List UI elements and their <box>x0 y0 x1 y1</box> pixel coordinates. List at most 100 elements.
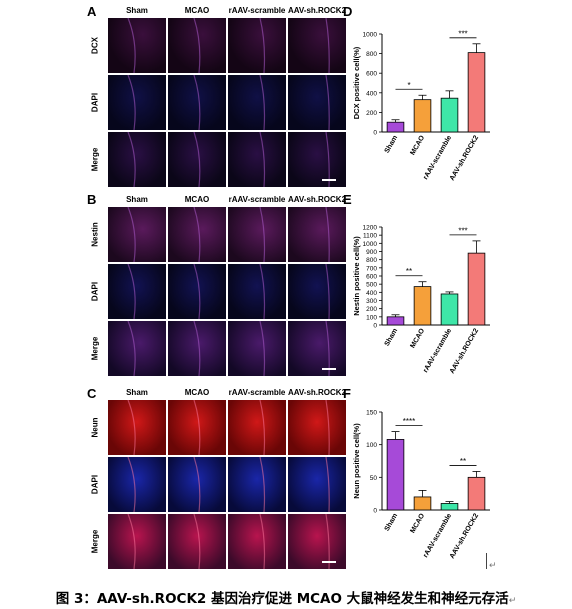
chart-f-neun: 0 50 100 150 Neun positive cell(%) Sham MCAOrA… <box>352 410 490 560</box>
micrograph-tile <box>228 400 286 455</box>
micrograph-tile <box>288 321 346 376</box>
y-tick-label: 400 <box>366 90 377 97</box>
panel-letter-d: D <box>343 4 353 19</box>
y-tick-label: 1100 <box>363 233 377 240</box>
micrograph-tile <box>228 457 286 512</box>
text-cursor <box>486 553 487 569</box>
panel-letter-b: B <box>87 192 97 207</box>
x-tick-label: Sham <box>384 328 400 348</box>
row-label: Nestin <box>90 221 100 247</box>
significance-label: **** <box>403 417 415 426</box>
x-tick-label: AAV-sh.ROCK2 <box>449 327 481 375</box>
x-tick-label: Sham <box>384 513 400 533</box>
micrograph-tile <box>228 264 286 319</box>
y-axis-label: Nestin positive cell(%) <box>352 236 361 316</box>
x-tick-label: MCAO <box>409 327 426 350</box>
significance-label: *** <box>458 29 467 38</box>
micrograph-tile <box>288 132 346 187</box>
x-tick-label: rAAV-scramble <box>422 327 453 374</box>
bar <box>386 316 405 326</box>
column-header: MCAO <box>184 6 210 15</box>
y-tick-label: 1000 <box>363 32 378 39</box>
micrograph-tile <box>168 132 226 187</box>
caption-text: 图 3：AAV-sh.ROCK2 基因治疗促进 MCAO 大鼠神经发生和神经元存… <box>55 591 509 607</box>
micrograph-tile <box>108 75 166 130</box>
x-tick-label: MCAO <box>409 512 426 535</box>
y-tick-label: 800 <box>366 257 377 264</box>
row-label: Merge <box>90 529 100 553</box>
bar <box>413 286 432 326</box>
micrograph-tile <box>108 18 166 73</box>
caption-return-glyph: ↵ <box>508 596 517 606</box>
bar <box>467 52 486 133</box>
micrograph-tile <box>168 18 226 73</box>
column-header: Sham <box>126 195 148 204</box>
return-glyph: ↵ <box>489 560 497 570</box>
y-tick-label: 300 <box>366 298 377 305</box>
column-header: rAAV-scramble <box>228 195 286 204</box>
micrograph-tile <box>168 457 226 512</box>
y-tick-label: 600 <box>366 71 377 78</box>
micrograph-tile <box>168 264 226 319</box>
y-tick-label: 0 <box>373 130 377 137</box>
x-tick-label: AAV-sh.ROCK2 <box>449 134 481 182</box>
bar <box>467 476 486 511</box>
micrograph-tile <box>288 400 346 455</box>
column-header: AAV-sh.ROCK2 <box>287 388 347 397</box>
row-label: DAPI <box>90 474 100 494</box>
y-axis-label: DCX positive cell(%) <box>352 46 361 119</box>
micrograph-tile <box>228 132 286 187</box>
bar <box>386 439 405 511</box>
column-header: AAV-sh.ROCK2 <box>287 195 347 204</box>
micrograph-tile <box>288 264 346 319</box>
micrograph-tile <box>168 514 226 569</box>
bar <box>467 252 486 326</box>
micrograph-tile <box>168 400 226 455</box>
micrograph-tile <box>168 321 226 376</box>
micrograph-tile <box>288 207 346 262</box>
panel-letter-f: F <box>343 386 351 401</box>
row-label: Neun <box>90 417 100 437</box>
figure-caption: 图 3：AAV-sh.ROCK2 基因治疗促进 MCAO 大鼠神经发生和神经元存… <box>0 587 572 607</box>
y-tick-label: 600 <box>366 274 377 281</box>
micrograph-tile <box>108 132 166 187</box>
micrograph-tile <box>228 514 286 569</box>
significance-label: *** <box>458 226 467 235</box>
micrograph-tile <box>288 18 346 73</box>
micrograph-tile <box>228 321 286 376</box>
column-header: MCAO <box>184 195 210 204</box>
y-tick-label: 400 <box>366 290 377 297</box>
y-tick-label: 150 <box>366 410 377 417</box>
x-tick-label: Sham <box>384 135 400 155</box>
bar <box>386 121 405 133</box>
y-tick-label: 1000 <box>363 241 378 248</box>
column-header: rAAV-scramble <box>228 6 286 15</box>
micrograph-tile <box>288 457 346 512</box>
bar <box>440 97 459 133</box>
row-label: Merge <box>90 147 100 171</box>
micrograph-tile <box>108 514 166 569</box>
micrograph-tile <box>288 75 346 130</box>
significance-label: * <box>407 81 410 90</box>
y-tick-label: 0 <box>373 323 377 330</box>
micrograph-tile <box>228 207 286 262</box>
column-header: rAAV-scramble <box>228 388 286 397</box>
column-header: Sham <box>126 6 148 15</box>
scale-bar <box>322 179 336 181</box>
y-tick-label: 100 <box>366 442 377 449</box>
significance-label: ** <box>406 267 412 276</box>
bar <box>413 99 432 133</box>
panel-letter-c: C <box>87 386 97 401</box>
panel-letter-a: A <box>87 4 97 19</box>
micrograph-tile <box>108 400 166 455</box>
panel-letter-e: E <box>343 192 352 207</box>
micrograph-tile <box>108 207 166 262</box>
micrograph-tile <box>288 514 346 569</box>
row-label: DCX <box>90 36 100 54</box>
y-tick-label: 100 <box>366 314 377 321</box>
scale-bar <box>322 368 336 370</box>
row-label: Merge <box>90 336 100 360</box>
micrograph-tile <box>108 457 166 512</box>
